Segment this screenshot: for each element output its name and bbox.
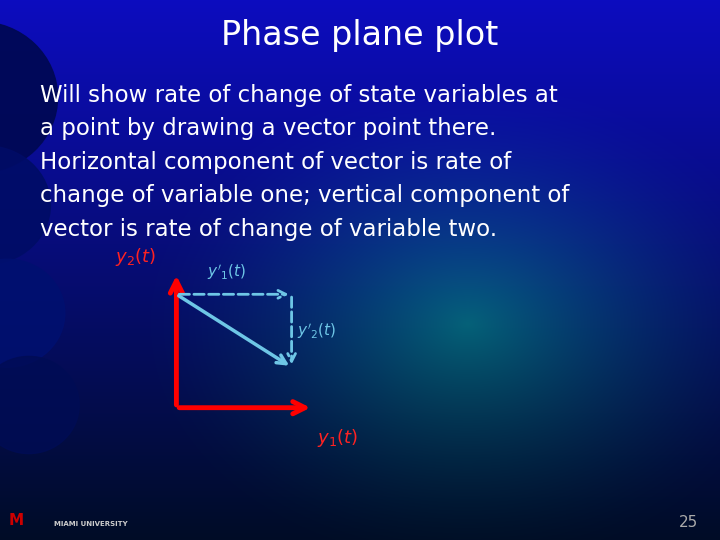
Text: $y_1(t)$: $y_1(t)$: [317, 427, 358, 449]
Ellipse shape: [0, 22, 58, 173]
Text: Phase plane plot: Phase plane plot: [221, 19, 499, 52]
Text: $y'_1(t)$: $y'_1(t)$: [207, 263, 246, 282]
Text: $y'_2(t)$: $y'_2(t)$: [297, 321, 337, 341]
Ellipse shape: [0, 259, 65, 367]
Text: a point by drawing a vector point there.: a point by drawing a vector point there.: [40, 117, 496, 140]
Text: Will show rate of change of state variables at: Will show rate of change of state variab…: [40, 84, 557, 107]
Text: change of variable one; vertical component of: change of variable one; vertical compone…: [40, 184, 569, 207]
Text: M: M: [9, 513, 24, 528]
Text: 25: 25: [679, 515, 698, 530]
Ellipse shape: [0, 146, 50, 265]
Text: MIAMI UNIVERSITY: MIAMI UNIVERSITY: [54, 521, 127, 526]
Text: Horizontal component of vector is rate of: Horizontal component of vector is rate o…: [40, 151, 511, 174]
Ellipse shape: [0, 356, 79, 454]
Text: $y_2(t)$: $y_2(t)$: [115, 246, 156, 268]
Text: vector is rate of change of variable two.: vector is rate of change of variable two…: [40, 218, 497, 241]
